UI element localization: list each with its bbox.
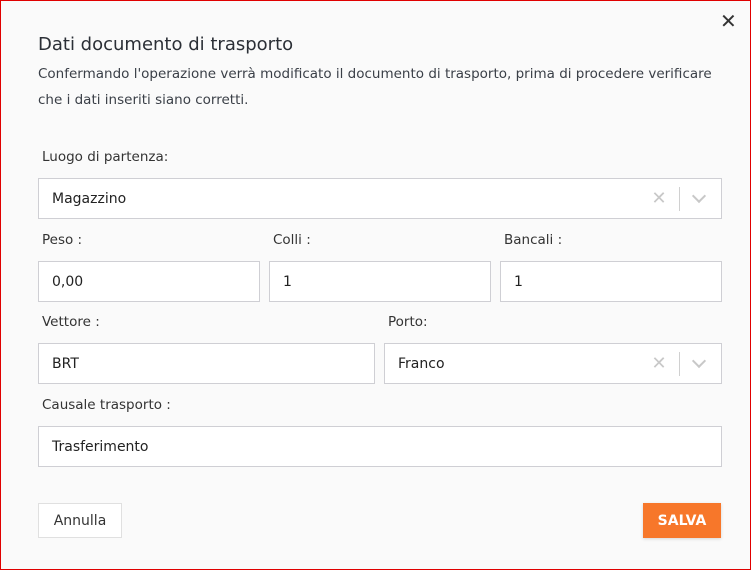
bancali-input[interactable]: 1 xyxy=(500,261,722,302)
chevron-down-icon[interactable] xyxy=(691,188,707,204)
luogo-label: Luogo di partenza: xyxy=(42,149,169,165)
divider xyxy=(679,186,680,211)
dialog-title: Dati documento di trasporto xyxy=(38,34,294,55)
clear-icon[interactable]: ✕ xyxy=(651,188,667,209)
causale-input[interactable]: Trasferimento xyxy=(38,426,722,467)
vettore-label: Vettore : xyxy=(42,314,100,330)
luogo-value: Magazzino xyxy=(52,190,127,207)
peso-input[interactable]: 0,00 xyxy=(38,261,260,302)
clear-icon[interactable]: ✕ xyxy=(651,353,667,374)
peso-label: Peso : xyxy=(42,232,83,248)
porto-select[interactable]: Franco ✕ xyxy=(384,343,722,384)
close-icon[interactable]: ✕ xyxy=(720,9,737,33)
bancali-label: Bancali : xyxy=(504,232,563,248)
cancel-button[interactable]: Annulla xyxy=(38,503,122,538)
chevron-down-icon[interactable] xyxy=(691,353,707,369)
colli-input[interactable]: 1 xyxy=(269,261,491,302)
vettore-input[interactable]: BRT xyxy=(38,343,375,384)
save-button[interactable]: SALVA xyxy=(643,503,721,538)
causale-label: Causale trasporto : xyxy=(42,397,171,413)
dialog-description: Confermando l'operazione verrà modificat… xyxy=(38,66,712,108)
colli-label: Colli : xyxy=(273,232,311,248)
porto-value: Franco xyxy=(398,355,445,372)
luogo-select[interactable]: Magazzino ✕ xyxy=(38,178,722,219)
porto-label: Porto: xyxy=(388,314,428,330)
divider xyxy=(679,351,680,376)
